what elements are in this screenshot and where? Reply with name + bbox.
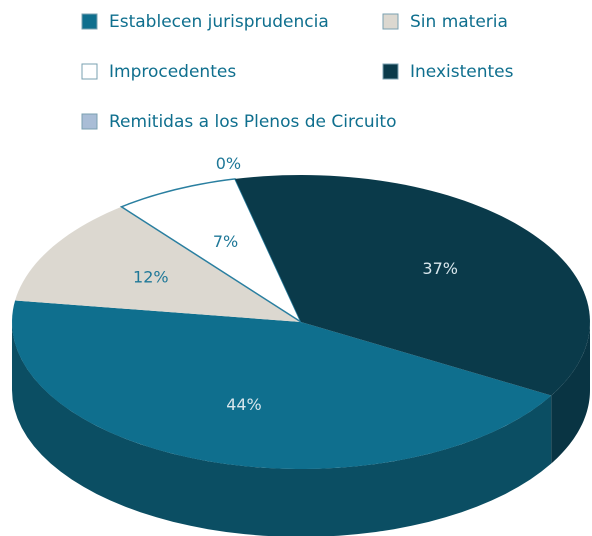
slice (12, 300, 552, 469)
legend-swatch (81, 13, 98, 30)
legend-swatch (382, 13, 399, 30)
data-label: 44% (226, 395, 262, 414)
legend-label: Remitidas a los Plenos de Circuito (109, 112, 397, 132)
legend-swatch (81, 63, 98, 80)
legend-swatch (81, 113, 98, 130)
legend-swatch (382, 63, 399, 80)
data-label: 0% (216, 154, 241, 173)
data-label: 12% (133, 267, 169, 286)
slice (119, 178, 303, 325)
legend-label: Improcedentes (109, 62, 236, 82)
legend-label: Sin materia (410, 12, 508, 32)
legend-label: Establecen jurisprudencia (109, 12, 329, 32)
legend-label: Inexistentes (410, 62, 514, 82)
slice (235, 175, 590, 396)
slice (15, 206, 302, 322)
slice-side (551, 322, 590, 464)
slice-side (12, 322, 552, 536)
data-label: 7% (213, 232, 238, 251)
data-label: 37% (422, 259, 458, 278)
